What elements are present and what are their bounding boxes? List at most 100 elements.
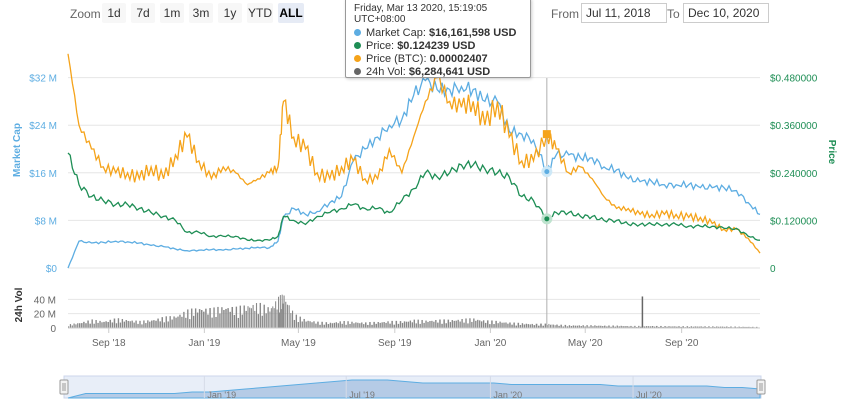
volume-bar xyxy=(103,321,105,328)
volume-bar xyxy=(321,321,323,328)
volume-bar xyxy=(329,322,332,328)
volume-bar xyxy=(191,308,193,328)
volume-bar xyxy=(77,323,79,328)
zoom-button-1y[interactable]: 1y xyxy=(218,3,242,23)
volume-bar xyxy=(493,324,495,328)
volume-bar xyxy=(580,326,582,328)
volume-bar xyxy=(119,322,122,328)
volume-bar xyxy=(343,320,345,328)
volume-bar xyxy=(75,324,77,328)
price-line xyxy=(67,152,761,243)
volume-bar xyxy=(121,318,124,328)
volume-bar xyxy=(276,309,278,328)
tooltip-row-price-btc: Price (BTC): 0.00002407 xyxy=(354,53,522,66)
volume-bar xyxy=(461,318,463,328)
volume-bar xyxy=(618,326,620,328)
volume-bar xyxy=(69,324,72,328)
volume-bar xyxy=(560,324,562,328)
tooltip-value: $6,284,641 USD xyxy=(408,66,491,78)
volume-bar xyxy=(353,323,355,328)
volume-bar xyxy=(127,320,129,328)
volume-bar xyxy=(529,324,531,328)
market-cap-dot-icon xyxy=(354,29,361,36)
volume-bar xyxy=(278,312,280,328)
volume-bar xyxy=(738,326,740,328)
volume-bar xyxy=(698,326,700,328)
volume-bar xyxy=(482,320,485,328)
from-date-input[interactable]: Jul 11, 2018 xyxy=(581,3,667,23)
volume-bar xyxy=(626,326,628,328)
volume-axis-title: 24h Vol xyxy=(14,287,25,322)
volume-bar xyxy=(283,295,285,328)
volume-bar xyxy=(145,323,147,328)
volume-bar xyxy=(628,326,630,328)
volume-bar xyxy=(297,322,299,328)
volume-bar xyxy=(385,322,387,328)
volume-bar xyxy=(463,322,465,328)
volume-bar xyxy=(419,323,421,328)
volume-bar xyxy=(507,323,509,328)
volume-bar xyxy=(275,301,277,328)
volume-bar xyxy=(221,307,223,328)
volume-bar xyxy=(475,320,477,328)
volume-bar xyxy=(600,325,602,328)
volume-bar xyxy=(81,323,83,328)
tooltip-row-market-cap: Market Cap: $16,161,598 USD xyxy=(354,27,522,40)
volume-bar xyxy=(377,322,379,328)
volume-bar xyxy=(141,324,143,328)
volume-bar xyxy=(267,307,269,328)
zoom-button-all[interactable]: ALL xyxy=(278,3,304,23)
volume-bar xyxy=(413,319,415,328)
volume-bar xyxy=(161,317,164,328)
volume-bar xyxy=(273,308,275,328)
volume-bar xyxy=(734,326,736,328)
volume-bar xyxy=(286,304,289,328)
volume-bar xyxy=(97,322,99,328)
volume-bar xyxy=(311,322,313,328)
series-lines xyxy=(67,53,761,269)
volume-bar xyxy=(95,320,97,328)
volume-bar xyxy=(249,307,251,328)
volume-bar xyxy=(572,325,575,328)
volume-bar xyxy=(692,326,694,328)
zoom-button-ytd[interactable]: YTD xyxy=(247,3,273,23)
price-marker xyxy=(541,213,553,225)
x-axis-tick-label: Jan '20 xyxy=(474,338,506,349)
volume-bar xyxy=(137,323,139,328)
volume-bar xyxy=(686,326,689,328)
volume-bar xyxy=(521,323,524,328)
zoom-button-3m[interactable]: 3m xyxy=(189,3,213,23)
navigator-handle xyxy=(756,379,766,395)
volume-bar xyxy=(129,321,131,328)
volume-bar xyxy=(237,317,240,328)
tooltip-label: Price: xyxy=(366,40,395,52)
zoom-button-1d[interactable]: 1d xyxy=(102,3,126,23)
volume-bar xyxy=(239,305,241,328)
volume-bar xyxy=(263,304,265,328)
volume-bar xyxy=(437,322,439,328)
volume-bar xyxy=(640,326,642,328)
volume-bar xyxy=(651,325,654,328)
volume-bar xyxy=(189,319,191,328)
volume-bar xyxy=(143,320,145,328)
zoom-button-7d[interactable]: 7d xyxy=(131,3,155,23)
volume-bar xyxy=(259,302,261,328)
left-axis-tick-label: $0 xyxy=(46,264,58,275)
volume-bar xyxy=(399,321,402,328)
tooltip-row-volume: 24h Vol: $6,284,641 USD xyxy=(354,66,522,79)
volume-bar xyxy=(624,326,626,328)
volume-bar xyxy=(708,326,710,328)
volume-bar xyxy=(317,321,319,328)
volume-bar xyxy=(499,321,501,328)
volume-bar xyxy=(337,323,339,328)
volume-bar xyxy=(513,322,515,328)
volume-bar xyxy=(481,321,483,328)
zoom-button-1m[interactable]: 1m xyxy=(160,3,184,23)
volume-dot-icon xyxy=(354,68,361,75)
volume-bar xyxy=(381,322,383,328)
volume-bar xyxy=(574,325,577,328)
volume-bar xyxy=(417,319,419,328)
to-date-input[interactable]: Dec 10, 2020 xyxy=(683,3,769,23)
volume-bar xyxy=(519,324,522,328)
